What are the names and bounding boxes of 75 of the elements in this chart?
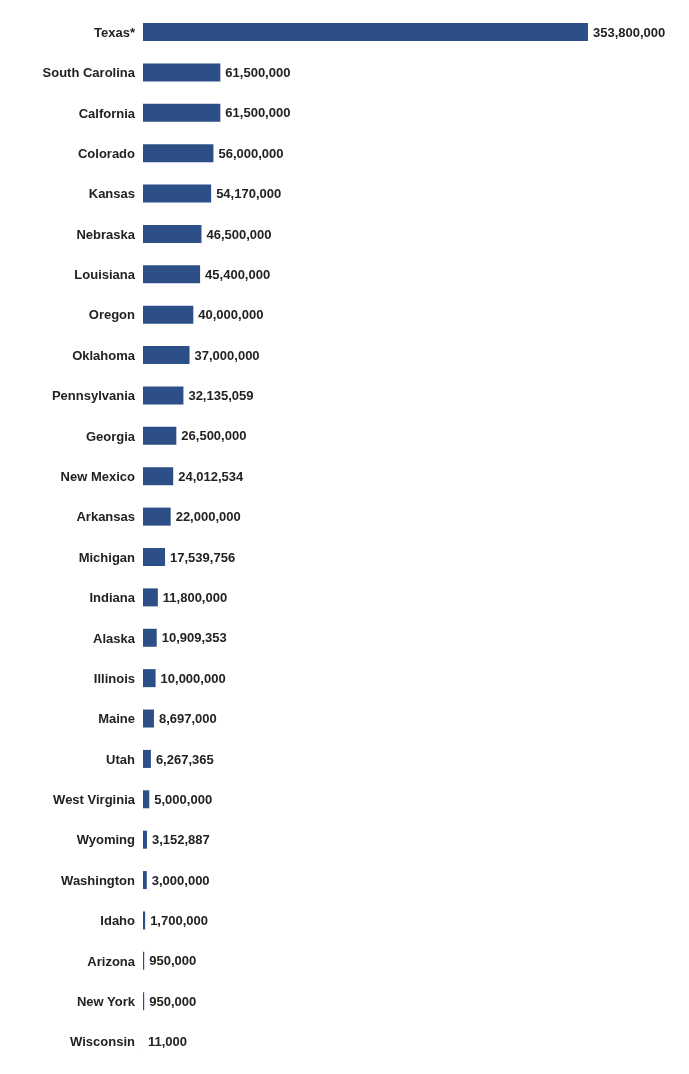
- data-label: 8,697,000: [158, 711, 217, 727]
- data-label: 32,135,059: [188, 388, 254, 404]
- bar: [143, 871, 147, 890]
- bar: [143, 426, 177, 445]
- data-label: 45,400,000: [205, 266, 271, 282]
- data-label: 3,000,000: [151, 872, 210, 888]
- data-label: 11,800,000: [162, 590, 228, 605]
- bar: [143, 467, 174, 486]
- y-tick-label: Indiana: [89, 590, 136, 606]
- data-label: 10,909,353: [161, 630, 227, 646]
- data-label: 950,000: [149, 953, 197, 969]
- data-label: 61,500,000: [225, 105, 291, 121]
- bar: [143, 830, 147, 849]
- bar: [143, 709, 154, 728]
- y-tick-label: West Virginia: [53, 792, 136, 808]
- data-label: 11,000: [148, 1034, 188, 1050]
- y-tick-label: New Mexico: [60, 469, 136, 485]
- y-tick-label: South Carolina: [42, 65, 136, 81]
- data-label: 61,500,000: [225, 65, 291, 80]
- data-label: 3,152,887: [151, 832, 210, 848]
- y-tick-label: Arizona: [87, 953, 136, 969]
- data-label: 17,539,756: [170, 549, 236, 565]
- bar: [143, 23, 588, 41]
- y-tick-label: Texas*: [94, 24, 136, 40]
- data-label: 1,700,000: [150, 913, 208, 929]
- y-tick-label: Colorado: [77, 145, 136, 161]
- y-tick-label: New York: [76, 994, 136, 1010]
- y-tick-label: Michigan: [78, 549, 136, 565]
- data-label: 24,012,534: [178, 468, 245, 484]
- y-tick-label: Wyoming: [76, 832, 136, 848]
- y-tick-label: Illinois: [93, 670, 135, 686]
- bar: [143, 184, 212, 203]
- bar: [143, 669, 156, 688]
- y-tick-label: Georgia: [85, 428, 136, 444]
- y-tick-label: Oklahoma: [72, 347, 136, 363]
- bar: [143, 507, 171, 526]
- bar: [143, 305, 194, 324]
- data-label: 46,500,000: [206, 226, 272, 242]
- y-tick-label: Arkansas: [76, 509, 135, 525]
- data-label: 37,000,000: [194, 347, 260, 363]
- data-label: 54,170,000: [216, 186, 282, 202]
- data-label: 950,000: [149, 993, 197, 1009]
- bar: [143, 911, 146, 930]
- bar: [143, 103, 221, 122]
- y-tick-label: Calfornia: [78, 105, 136, 121]
- data-label: 10,000,000: [160, 670, 226, 686]
- bar: [143, 265, 201, 284]
- y-tick-label: Alaska: [93, 630, 136, 646]
- data-label: 40,000,000: [198, 307, 264, 323]
- y-tick-label: Pennsylvania: [51, 388, 136, 404]
- bar: [143, 790, 150, 809]
- y-tick-label: Washington: [61, 872, 136, 888]
- data-label: 56,000,000: [218, 145, 284, 161]
- y-tick-label: Idaho: [100, 913, 136, 929]
- bar: [143, 346, 190, 365]
- bar: [143, 548, 166, 566]
- data-label: 5,000,000: [154, 791, 213, 807]
- bar: [143, 224, 202, 243]
- data-label: 26,500,000: [181, 428, 247, 444]
- y-tick-label: Oregon: [88, 307, 136, 323]
- y-tick-label: Maine: [98, 711, 135, 727]
- y-tick-label: Nebraska: [76, 226, 136, 242]
- bar: [143, 628, 157, 647]
- y-tick-label: Kansas: [88, 186, 135, 202]
- y-tick-label: Louisiana: [74, 267, 136, 283]
- data-label: 353,800,000: [593, 24, 666, 40]
- bar: [143, 63, 221, 82]
- y-tick-label: Utah: [106, 751, 136, 767]
- bar: [143, 588, 158, 607]
- bar: [143, 144, 214, 163]
- data-label: 6,267,365: [155, 751, 214, 767]
- bar: [143, 386, 184, 405]
- y-tick-label: Wisconsin: [70, 1034, 136, 1050]
- bar: [143, 749, 151, 768]
- data-label: 22,000,000: [175, 509, 241, 525]
